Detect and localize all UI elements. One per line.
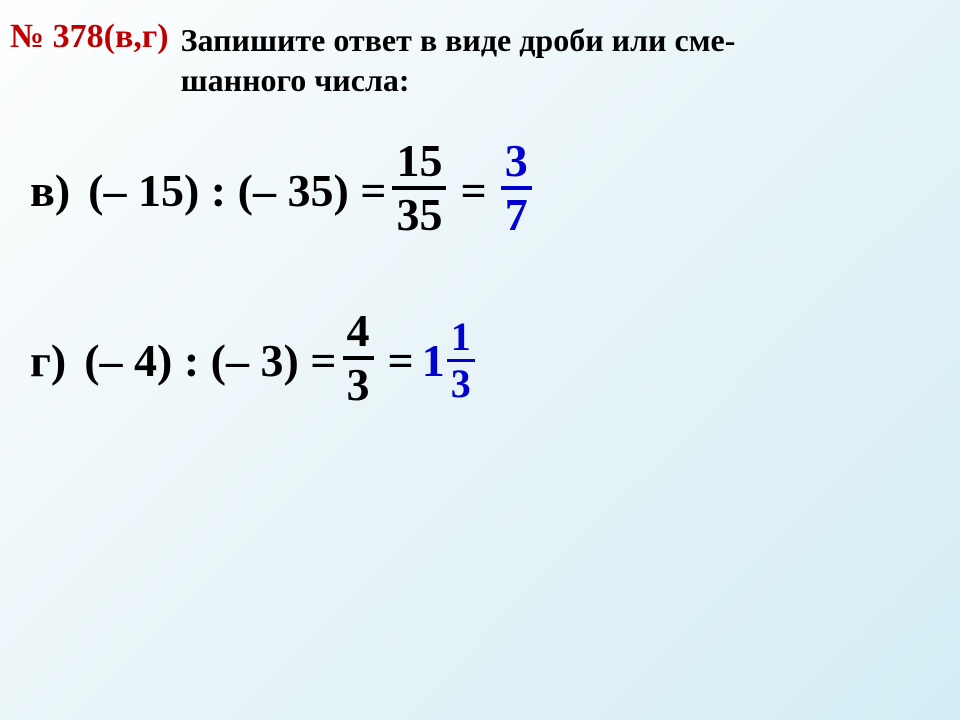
task-text: Запишите ответ в виде дроби или сме- шан…: [181, 18, 736, 100]
problem-g-fraction-1: 4 3: [343, 308, 374, 408]
problems-container: в) (– 15) : (– 35) = 15 35 = 3 7 г) (– 4…: [0, 100, 960, 410]
problem-v-fraction-1: 15 35: [392, 138, 446, 238]
task-line-2: шанного числа:: [181, 62, 410, 98]
problem-v-label: в): [30, 164, 70, 217]
equals-sign: =: [388, 334, 414, 387]
task-line-1: Запишите ответ в виде дроби или сме-: [181, 22, 736, 58]
fraction-denominator: 3: [343, 356, 374, 408]
mixed-fraction-part: 1 3: [447, 317, 475, 404]
problem-v: в) (– 15) : (– 35) = 15 35 = 3 7: [30, 140, 940, 240]
fraction-numerator: 4: [343, 308, 374, 356]
mixed-whole-part: 1: [422, 334, 445, 387]
exercise-number: № 378(в,г): [10, 18, 169, 56]
problem-g: г) (– 4) : (– 3) = 4 3 = 1 1 3: [30, 310, 940, 410]
answer-denominator: 3: [447, 359, 475, 404]
problem-v-expression: (– 15) : (– 35) =: [88, 164, 386, 217]
problem-g-expression: (– 4) : (– 3) =: [84, 334, 336, 387]
fraction-denominator: 35: [392, 186, 446, 238]
problem-g-label: г): [30, 334, 66, 387]
answer-numerator: 1: [447, 317, 475, 359]
answer-numerator: 3: [501, 138, 532, 186]
equals-sign: =: [460, 164, 486, 217]
problem-g-answer: 1 1 3: [422, 317, 475, 404]
fraction-numerator: 15: [392, 138, 446, 186]
problem-v-answer: 3 7: [501, 138, 532, 238]
header: № 378(в,г) Запишите ответ в виде дроби и…: [0, 0, 960, 100]
answer-denominator: 7: [501, 186, 532, 238]
